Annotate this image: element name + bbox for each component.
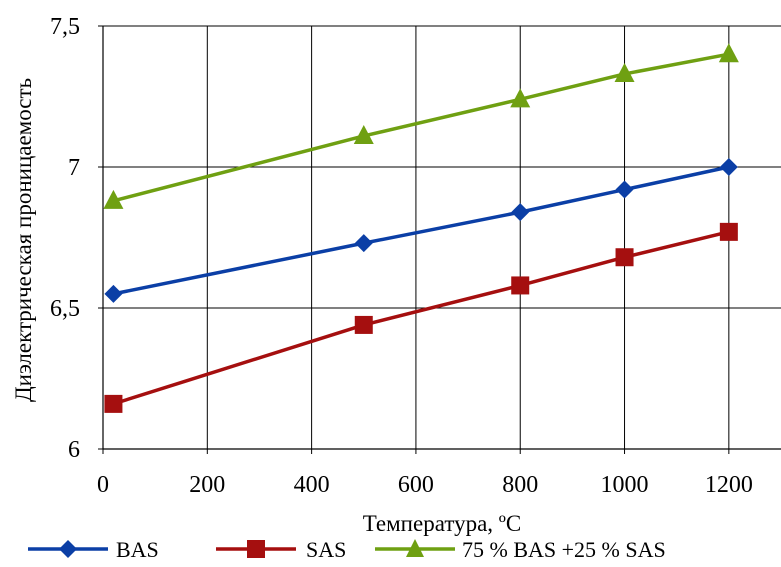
legend-label-mix: 75 % BAS +25 % SAS (462, 537, 666, 562)
legend-marker-mix (406, 539, 424, 557)
y-tick-labels: 6 6,5 7 7,5 (50, 14, 80, 463)
x-tick-label: 400 (294, 472, 330, 498)
legend: BAS SAS 75 % BAS +25 % SAS (28, 537, 666, 562)
y-tick-label: 7 (68, 155, 80, 181)
data-point-diamond (719, 158, 738, 176)
legend-marker-sas (247, 540, 265, 558)
y-axis-label: Диэлектрическая проницаемость (11, 78, 36, 402)
data-point-square (719, 222, 738, 241)
series-1 (104, 222, 738, 413)
legend-item-mix: 75 % BAS +25 % SAS (375, 537, 666, 562)
x-tick-label: 200 (189, 472, 225, 498)
legend-label-bas: BAS (116, 537, 159, 562)
series (103, 43, 739, 413)
x-tick-label: 1000 (601, 472, 649, 498)
data-point-square (354, 315, 373, 334)
data-point-triangle (353, 124, 374, 144)
data-point-square (615, 248, 634, 267)
data-point-diamond (104, 284, 123, 303)
data-point-triangle (510, 88, 531, 108)
x-tick-label: 800 (502, 472, 538, 498)
legend-label-sas: SAS (306, 537, 346, 562)
legend-marker-bas (59, 540, 77, 558)
series-2 (103, 43, 739, 209)
x-axis-label: Температура, ºС (363, 511, 522, 536)
legend-item-sas: SAS (216, 537, 346, 562)
series-0 (104, 158, 738, 303)
data-point-triangle (614, 62, 635, 82)
x-tick-labels: 0 200 400 600 800 1000 1200 (97, 472, 753, 498)
data-point-square (104, 394, 123, 413)
y-tick-label: 6,5 (50, 296, 80, 322)
x-tick-label: 600 (398, 472, 434, 498)
x-tick-label: 1200 (705, 472, 753, 498)
series-line (113, 165, 730, 296)
y-tick-label: 6 (68, 437, 80, 463)
data-point-square (511, 276, 530, 295)
y-tick-label: 7,5 (50, 14, 80, 40)
axes (102, 26, 781, 450)
data-point-diamond (511, 203, 530, 222)
data-point-triangle (103, 189, 124, 209)
data-point-diamond (615, 180, 634, 199)
data-point-diamond (354, 234, 373, 253)
series-line (112, 52, 730, 203)
data-point-triangle (718, 43, 739, 63)
grid (98, 25, 781, 454)
x-tick-label: 0 (97, 472, 109, 498)
series-line (112, 230, 730, 406)
legend-item-bas: BAS (28, 537, 159, 562)
